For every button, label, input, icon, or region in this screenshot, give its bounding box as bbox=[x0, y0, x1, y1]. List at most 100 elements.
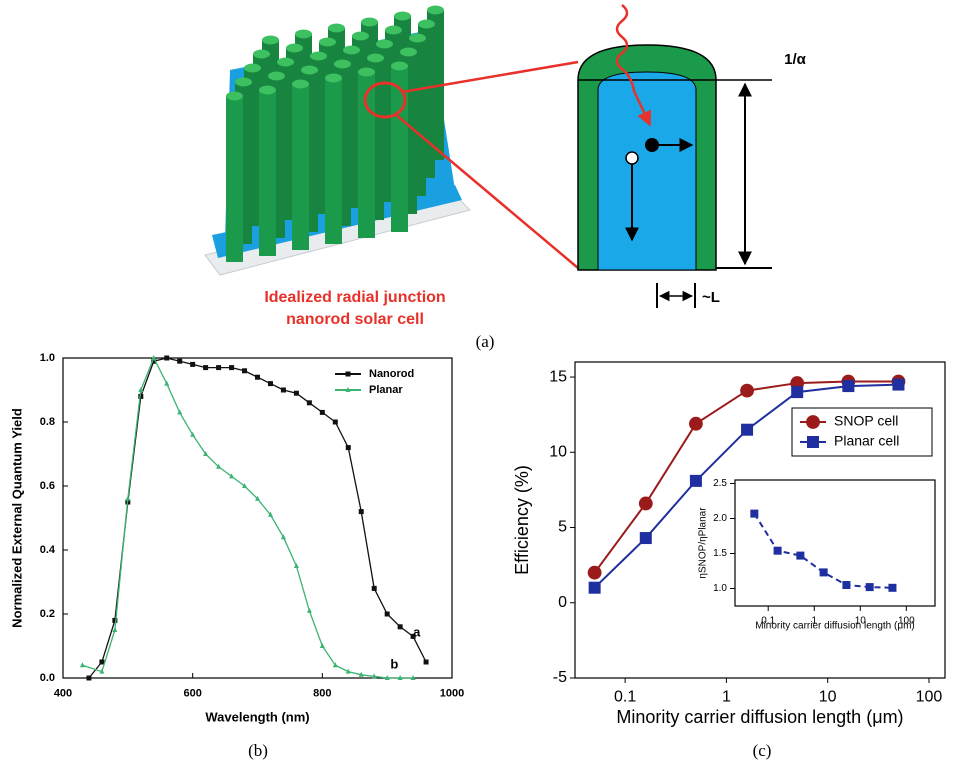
marker bbox=[280, 387, 286, 393]
annotation: a bbox=[413, 625, 421, 640]
legend-label: Nanorod bbox=[369, 368, 414, 380]
rod-top bbox=[358, 67, 375, 77]
x-tick-label: 400 bbox=[54, 688, 72, 700]
rod-top bbox=[286, 43, 303, 53]
rod-top bbox=[310, 51, 327, 61]
x-tick-label: 600 bbox=[183, 688, 201, 700]
marker bbox=[203, 365, 209, 371]
marker bbox=[151, 355, 157, 360]
rod-top bbox=[385, 25, 402, 35]
marker bbox=[410, 675, 416, 680]
x-tick-label: 100 bbox=[898, 616, 915, 627]
marker bbox=[892, 378, 905, 391]
rod-top bbox=[334, 59, 351, 69]
rod-top bbox=[427, 5, 444, 15]
marker bbox=[319, 643, 325, 648]
marker bbox=[807, 436, 819, 448]
marker bbox=[819, 568, 828, 577]
y-tick-label: 0 bbox=[558, 594, 567, 611]
x-tick-label: 100 bbox=[916, 688, 943, 705]
marker bbox=[306, 400, 312, 406]
rod-top bbox=[352, 31, 369, 41]
marker bbox=[796, 551, 805, 560]
marker bbox=[242, 483, 248, 488]
rod-top bbox=[295, 29, 312, 39]
y-tick-label: 10 bbox=[549, 444, 567, 461]
electron bbox=[645, 138, 659, 152]
absorption-label: 1/α bbox=[784, 51, 807, 68]
marker bbox=[216, 463, 222, 469]
marker bbox=[384, 675, 390, 680]
marker bbox=[371, 673, 377, 679]
rod-top bbox=[361, 17, 378, 27]
rod-top bbox=[244, 63, 261, 73]
marker bbox=[773, 546, 782, 555]
marker bbox=[99, 659, 105, 665]
marker bbox=[112, 627, 118, 632]
x-axis-label: Wavelength (nm) bbox=[205, 709, 309, 724]
zoom-circle bbox=[363, 81, 407, 119]
y-tick-label: 1.0 bbox=[40, 352, 55, 364]
x-tick-label: 0.1 bbox=[761, 616, 775, 627]
marker bbox=[86, 675, 92, 681]
marker bbox=[842, 380, 855, 393]
marker bbox=[806, 415, 820, 429]
y-tick-label: 0.4 bbox=[40, 544, 56, 556]
legend-frame bbox=[791, 407, 933, 457]
diagram-caption: Idealized radial junction bbox=[264, 289, 445, 306]
rod-top bbox=[367, 53, 384, 63]
y-tick-label: 15 bbox=[549, 368, 567, 385]
rod-top bbox=[253, 49, 270, 59]
marker bbox=[255, 374, 260, 380]
rod-core bbox=[597, 71, 697, 271]
marker bbox=[397, 675, 403, 680]
panel-label: (a) bbox=[476, 332, 495, 351]
rod-top bbox=[319, 37, 336, 47]
plot-frame bbox=[62, 357, 453, 679]
marker bbox=[138, 387, 144, 392]
y-tick-label: 2.0 bbox=[713, 513, 727, 524]
marker bbox=[177, 409, 183, 415]
marker bbox=[332, 662, 338, 668]
panel-label: (c) bbox=[753, 741, 772, 760]
plot-frame bbox=[574, 361, 946, 679]
marker bbox=[138, 393, 144, 399]
marker bbox=[588, 581, 601, 594]
marker bbox=[345, 668, 351, 674]
y-axis-label: ηSNOP/ηPlanar bbox=[698, 507, 709, 579]
marker bbox=[319, 409, 325, 415]
x-tick-label: 1 bbox=[722, 688, 731, 705]
series-line bbox=[82, 356, 414, 679]
x-axis-label: Minority carrier diffusion length (μm) bbox=[616, 707, 903, 727]
marker bbox=[639, 532, 652, 545]
marker bbox=[741, 423, 754, 436]
marker bbox=[587, 565, 602, 580]
marker bbox=[177, 358, 183, 364]
y-tick-label: 2.5 bbox=[713, 478, 727, 489]
marker bbox=[216, 365, 222, 371]
diagram-caption: nanorod solar cell bbox=[286, 311, 424, 328]
marker bbox=[306, 607, 312, 613]
marker bbox=[410, 633, 416, 639]
marker bbox=[203, 451, 209, 456]
y-tick-label: 1.5 bbox=[713, 548, 727, 559]
marker bbox=[842, 581, 851, 589]
diffusion-label: ~L bbox=[702, 289, 720, 306]
rod-top bbox=[292, 79, 309, 89]
marker bbox=[267, 381, 273, 387]
marker bbox=[190, 361, 196, 367]
y-tick-label: 0.6 bbox=[40, 480, 55, 492]
x-tick-label: 1 bbox=[811, 616, 817, 627]
marker bbox=[345, 371, 351, 377]
rod bbox=[325, 78, 342, 244]
rod-top bbox=[262, 35, 279, 45]
marker bbox=[164, 380, 170, 386]
marker bbox=[229, 365, 235, 371]
rod-top bbox=[235, 77, 252, 87]
legend-label: Planar bbox=[369, 384, 403, 396]
rod-top bbox=[418, 19, 435, 29]
rod-top bbox=[394, 11, 411, 21]
rod bbox=[259, 90, 276, 256]
marker bbox=[865, 583, 874, 592]
